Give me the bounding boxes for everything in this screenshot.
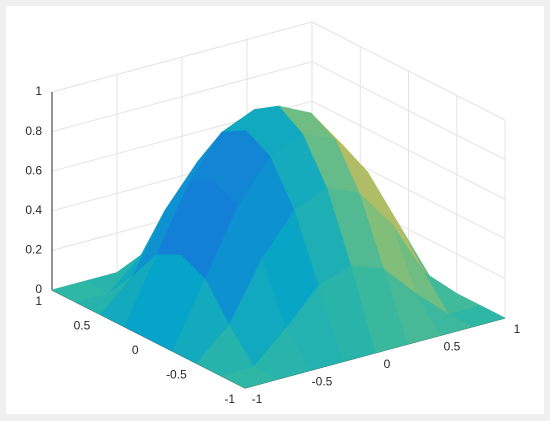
z-tick-label: 0.6 [25,163,42,177]
z-tick-label: 0.8 [25,124,42,138]
grid-line [311,100,506,200]
z-tick-label: 0 [35,282,42,296]
grid-line [51,61,313,133]
y-tick-label: 0.5 [74,319,91,333]
z-tick-label: 0.2 [25,243,42,257]
y-tick-label: 0 [132,343,139,357]
x-tick-label: 0.5 [444,340,461,354]
y-tick-label: 1 [35,294,42,308]
y-tick-label: -0.5 [166,368,187,382]
x-tick-label: -0.5 [312,375,333,389]
z-tick-label: 1 [35,84,42,98]
grid-line [311,61,506,161]
grid-line [51,21,313,93]
grid-line [311,21,506,121]
x-tick-label: -1 [252,392,263,406]
x-tick-label: 0 [384,357,391,371]
y-tick-label: -1 [224,392,235,406]
z-tick-label: 0.4 [25,203,42,217]
surface-face [220,366,279,389]
x-tick-label: 1 [514,322,521,336]
